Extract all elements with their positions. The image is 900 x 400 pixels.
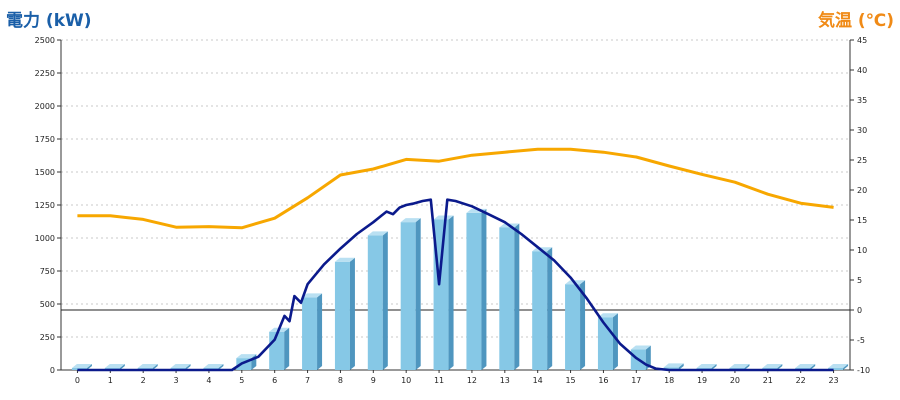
right-tick-label: 15 (857, 216, 867, 225)
right-tick-label: 30 (857, 126, 867, 135)
bar (565, 280, 586, 370)
right-tick-label: 35 (857, 96, 867, 105)
power-line (77, 198, 834, 372)
x-tick-label: 9 (371, 376, 376, 385)
left-tick-label: 250 (40, 333, 55, 342)
bar (400, 218, 421, 370)
x-tick-label: 23 (828, 376, 838, 385)
x-tick-label: 18 (664, 376, 674, 385)
bar (466, 208, 487, 370)
right-tick-label: 20 (857, 186, 867, 195)
left-tick-label: 2250 (35, 69, 55, 78)
x-tick-label: 10 (401, 376, 411, 385)
x-tick-label: 7 (305, 376, 310, 385)
x-tick-label: 19 (697, 376, 707, 385)
bar (302, 293, 323, 370)
left-tick-label: 1250 (35, 201, 55, 210)
bar (367, 231, 388, 370)
left-tick-label: 2000 (35, 102, 55, 111)
left-tick-label: 2500 (35, 36, 55, 45)
x-tick-label: 13 (500, 376, 510, 385)
left-tick-label: 0 (50, 366, 55, 375)
right-axis-title: 気温 (℃) (817, 11, 894, 31)
x-tick-label: 1 (108, 376, 113, 385)
left-tick-label: 500 (40, 300, 55, 309)
bar (597, 313, 618, 370)
x-tick-label: 4 (206, 376, 211, 385)
bar (663, 363, 684, 370)
bar (334, 257, 355, 370)
x-tick-label: 6 (272, 376, 277, 385)
x-tick-label: 22 (796, 376, 806, 385)
bar (828, 364, 849, 370)
left-axis-title: 電力 (kW) (6, 11, 92, 31)
x-tick-label: 21 (763, 376, 773, 385)
x-tick-label: 15 (565, 376, 575, 385)
right-tick-label: 10 (857, 246, 867, 255)
right-tick-label: 5 (857, 276, 862, 285)
bar (269, 327, 290, 370)
x-tick-label: 17 (631, 376, 641, 385)
x-tick-label: 2 (141, 376, 146, 385)
x-tick-label: 8 (338, 376, 343, 385)
right-tick-label: 25 (857, 156, 867, 165)
x-tick-label: 5 (239, 376, 244, 385)
x-tick-label: 12 (467, 376, 477, 385)
x-tick-label: 16 (598, 376, 608, 385)
right-tick-label: -5 (857, 336, 865, 345)
x-tick-label: 11 (434, 376, 444, 385)
right-tick-label: -10 (857, 366, 870, 375)
bar (499, 223, 520, 370)
left-tick-label: 1750 (35, 135, 55, 144)
bar (532, 247, 553, 370)
right-tick-label: 40 (857, 66, 867, 75)
x-tick-label: 14 (533, 376, 543, 385)
left-tick-label: 1500 (35, 168, 55, 177)
x-tick-label: 0 (75, 376, 80, 385)
right-tick-label: 45 (857, 36, 867, 45)
left-tick-label: 1000 (35, 234, 55, 243)
x-tick-label: 3 (174, 376, 179, 385)
x-tick-label: 20 (730, 376, 740, 385)
temperature-line (77, 147, 834, 230)
left-tick-label: 750 (40, 267, 55, 276)
right-tick-label: 0 (857, 306, 862, 315)
